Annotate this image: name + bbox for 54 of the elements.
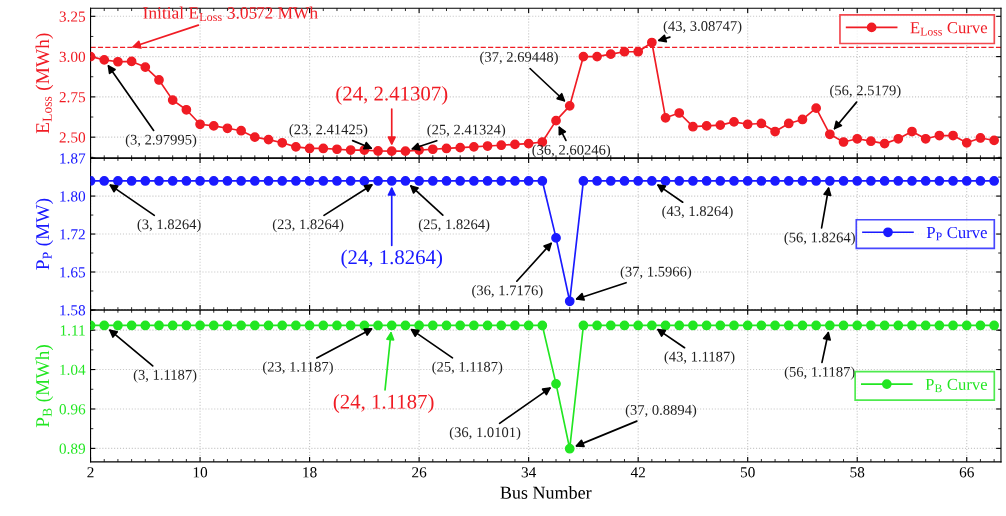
annotation: (23, 1.1187) [263,361,333,375]
y-tick-label: 1.65 [60,267,86,278]
annotation: (25, 1.1187) [432,361,503,375]
x-tick-label: 2 [87,467,94,478]
annotation: (56, 1.8264) [784,232,855,246]
x-tick-label: 42 [630,467,645,478]
x-tick-label: 18 [303,467,317,478]
y-tick-label: 1.80 [60,191,86,202]
annotation: (24, 1.1187) [333,394,434,413]
annotation: (36, 1.0101) [449,426,521,441]
legend-label: P$_{P}$ Curve [926,226,987,241]
y-tick-label: 3.00 [59,51,86,63]
annotation: (56, 1.1187) [784,366,855,380]
annotation: (3, 1.1187) [133,369,197,383]
annotation: (36, 1.7176) [472,285,543,299]
annotation: (23, 1.8264) [272,218,344,233]
annotation: (24, 2.41307) [336,85,448,105]
y-tick-label: 3.25 [59,11,86,22]
annotation: (25, 2.41324) [427,124,506,138]
x-tick-label: 10 [193,467,208,478]
y-axis-title: E$_{Loss}$ (MWh) [35,33,54,134]
y-tick-label: 1.11 [60,325,85,336]
y-tick-label: 1.58 [60,305,86,316]
x-axis-title: Bus Number [500,486,592,499]
x-tick-label: 34 [521,467,537,478]
annotation: (3, 1.8264) [137,218,201,233]
annotation: (37, 1.5966) [620,266,692,280]
annotation: (23, 2.41425) [289,124,368,138]
annotation: (36, 2.60246) [532,144,611,158]
y-tick-label: 2.50 [59,132,86,143]
ref-line-label: Initial E$_{Loss}$ 3.0572 MWh [143,6,318,22]
annotation: (43, 1.8264) [662,205,733,219]
y-tick-label: 1.72 [60,229,85,240]
annotation: (25, 1.8264) [418,218,490,233]
legend-label: E$_{Loss}$ Curve [910,22,988,36]
annotation: (3, 2.97995) [125,134,197,148]
x-tick-label: 50 [740,467,755,478]
x-tick-label: 66 [959,467,974,478]
y-tick-label: 1.87 [60,153,86,164]
annotation: (43, 3.08747) [663,20,742,34]
annotation: (43, 1.1187) [664,351,735,365]
annotation: (37, 0.8894) [625,404,697,418]
x-tick-label: 58 [850,467,865,478]
annotation: (37, 2.69448) [480,51,558,65]
annotation: (56, 2.5179) [830,85,901,99]
y-tick-label: 2.75 [59,92,86,103]
annotation: (24, 1.8264) [341,249,443,269]
y-axis-title: P$_{B}$ (MWh) [35,344,54,428]
y-tick-label: 1.04 [60,364,86,376]
y-tick-label: 0.96 [59,404,86,415]
y-axis-title: P$_{P}$ (MW) [35,198,54,270]
y-tick-label: 0.89 [59,443,86,454]
x-tick-label: 26 [412,467,427,478]
legend-label: P$_{B}$ Curve [925,378,988,393]
